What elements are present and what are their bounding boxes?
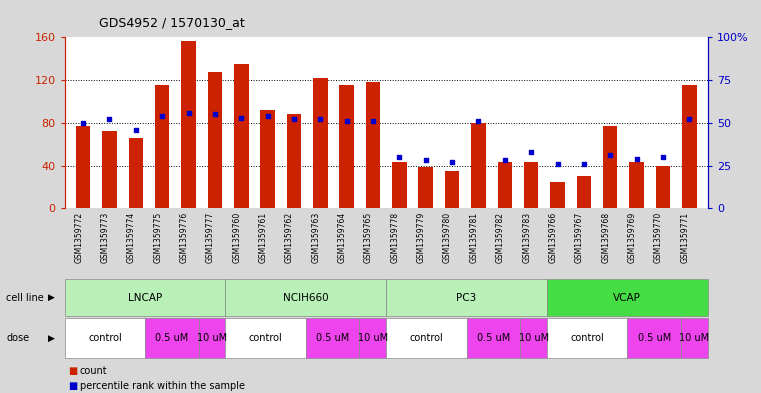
Text: 10 uM: 10 uM [358,333,388,343]
Point [130,127,142,133]
Bar [629,162,644,208]
Text: 0.5 uM: 0.5 uM [155,333,189,343]
Bar [524,162,538,208]
Bar [234,64,249,208]
Text: percentile rank within the sample: percentile rank within the sample [80,381,245,391]
Text: ■: ■ [68,381,78,391]
Bar [656,165,670,208]
Text: GSM1359783: GSM1359783 [522,212,531,263]
Bar [208,72,222,208]
Text: GSM1359770: GSM1359770 [654,212,663,263]
Point [446,159,458,165]
Bar [577,176,591,208]
Text: NCIH660: NCIH660 [283,293,329,303]
Point [419,157,431,163]
Text: GSM1359777: GSM1359777 [206,212,215,263]
Text: 0.5 uM: 0.5 uM [638,333,670,343]
Text: control: control [409,333,443,343]
Text: 0.5 uM: 0.5 uM [316,333,349,343]
Bar [181,40,196,208]
Text: GSM1359778: GSM1359778 [390,212,400,263]
Text: cell line: cell line [6,293,44,303]
Text: GSM1359761: GSM1359761 [259,212,268,263]
Text: GDS4952 / 1570130_at: GDS4952 / 1570130_at [99,16,245,29]
Point [235,114,247,121]
Bar [339,85,354,208]
Text: VCAP: VCAP [613,293,642,303]
Point [209,111,221,118]
Text: 10 uM: 10 uM [680,333,709,343]
Text: GSM1359782: GSM1359782 [496,212,505,263]
Point [552,161,564,167]
Point [341,118,353,124]
Bar [102,131,116,208]
Point [262,113,274,119]
Text: GSM1359781: GSM1359781 [470,212,479,263]
Point [183,109,195,116]
Text: GSM1359775: GSM1359775 [153,212,162,263]
Text: GSM1359763: GSM1359763 [311,212,320,263]
Point [604,152,616,158]
Bar [260,110,275,208]
Text: GSM1359780: GSM1359780 [443,212,452,263]
Point [578,161,590,167]
Bar [129,138,143,208]
Point [156,113,168,119]
Point [498,157,511,163]
Bar [682,85,696,208]
Text: GSM1359772: GSM1359772 [74,212,83,263]
Text: GSM1359760: GSM1359760 [232,212,241,263]
Text: dose: dose [6,333,29,343]
Point [77,119,89,126]
Text: GSM1359762: GSM1359762 [285,212,294,263]
Text: control: control [88,333,122,343]
Bar [498,162,512,208]
Text: ▶: ▶ [48,334,56,342]
Bar [419,167,433,208]
Text: GSM1359776: GSM1359776 [180,212,189,263]
Text: GSM1359768: GSM1359768 [601,212,610,263]
Text: GSM1359764: GSM1359764 [338,212,347,263]
Text: GSM1359779: GSM1359779 [417,212,425,263]
Bar [392,162,406,208]
Text: PC3: PC3 [457,293,476,303]
Text: 10 uM: 10 uM [197,333,227,343]
Text: 0.5 uM: 0.5 uM [476,333,510,343]
Point [683,116,696,123]
Text: GSM1359773: GSM1359773 [100,212,110,263]
Bar [313,78,327,208]
Bar [471,123,486,208]
Text: count: count [80,366,107,376]
Text: ■: ■ [68,366,78,376]
Point [367,118,379,124]
Bar [550,182,565,208]
Text: control: control [249,333,282,343]
Text: GSM1359766: GSM1359766 [549,212,558,263]
Point [473,118,485,124]
Text: GSM1359774: GSM1359774 [127,212,136,263]
Point [657,154,669,160]
Point [630,156,642,162]
Bar [155,85,170,208]
Text: GSM1359769: GSM1359769 [628,212,636,263]
Bar [366,82,380,208]
Point [525,149,537,155]
Bar [76,126,91,208]
Text: GSM1359771: GSM1359771 [680,212,689,263]
Text: ▶: ▶ [48,293,56,302]
Point [288,116,300,123]
Text: LNCAP: LNCAP [128,293,162,303]
Bar [445,171,460,208]
Text: GSM1359767: GSM1359767 [575,212,584,263]
Point [103,116,116,123]
Text: control: control [570,333,604,343]
Point [314,116,326,123]
Text: GSM1359765: GSM1359765 [364,212,373,263]
Point [393,154,406,160]
Bar [287,114,301,208]
Text: 10 uM: 10 uM [518,333,549,343]
Bar [603,126,617,208]
